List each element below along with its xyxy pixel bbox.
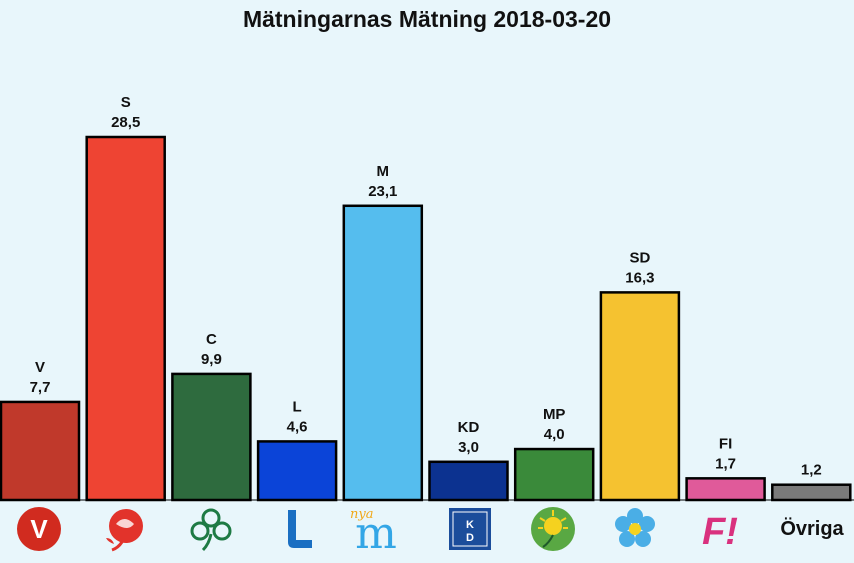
s-party-rose-icon (95, 503, 155, 555)
bar-category-label: C (206, 331, 217, 348)
bar-v (0, 400, 81, 502)
kd-logo-d: D (466, 532, 474, 544)
bar-category-label: M (377, 163, 390, 180)
kd-party-logo-icon: K D (439, 503, 499, 555)
bar-value-label: 9,9 (201, 351, 222, 368)
fi-party-logo-icon: F! (690, 503, 750, 555)
ovriga-label: Övriga (780, 517, 844, 540)
bar-value-label: 3,0 (458, 439, 479, 456)
bar-l (256, 440, 338, 502)
bar-value-label: 16,3 (625, 269, 654, 286)
mp-party-dandelion-icon (523, 503, 583, 555)
bar-fi (685, 477, 766, 502)
bar-category-label: FI (719, 435, 732, 452)
bar-value-label: 4,0 (544, 426, 565, 443)
bar-s (85, 135, 166, 502)
bar-category-label: SD (629, 249, 650, 266)
bar-value-label: 23,1 (368, 183, 397, 200)
bar-category-label: MP (543, 406, 566, 423)
chart-title: Mätningarnas Mätning 2018-03-20 (242, 6, 612, 32)
bar-category-label: S (121, 94, 131, 111)
c-party-clover-icon (181, 503, 241, 555)
bar-m (342, 204, 424, 502)
bar-kd (428, 460, 509, 502)
bar-category-label: KD (458, 419, 480, 436)
bar-category-label: V (35, 359, 45, 376)
kd-logo-k: K (466, 519, 474, 531)
fi-logo-text: F! (702, 511, 738, 553)
ovriga-label-box: Övriga (772, 503, 852, 555)
bar-value-label: 1,2 (801, 462, 822, 479)
bar-value-label: 7,7 (30, 379, 51, 396)
bar-value-label: 4,6 (287, 418, 308, 435)
bar-mp (513, 447, 595, 502)
sd-party-flower-icon (605, 503, 665, 555)
v-logo-letter: V (30, 514, 48, 544)
bar-ovriga (771, 483, 852, 502)
l-party-logo-icon (267, 503, 327, 555)
m-party-logo-icon: nya m (346, 503, 410, 555)
bar-c (171, 372, 252, 502)
m-logo-nya-text: nya (350, 507, 373, 522)
bar-value-label: 28,5 (111, 114, 140, 131)
v-party-logo-icon: V (9, 503, 69, 555)
bar-value-label: 1,7 (715, 455, 736, 472)
bar-sd (599, 291, 681, 502)
party-logo-row: V nya m (0, 503, 854, 559)
bar-category-label: L (293, 398, 302, 415)
m-logo-letter: m (355, 508, 397, 554)
